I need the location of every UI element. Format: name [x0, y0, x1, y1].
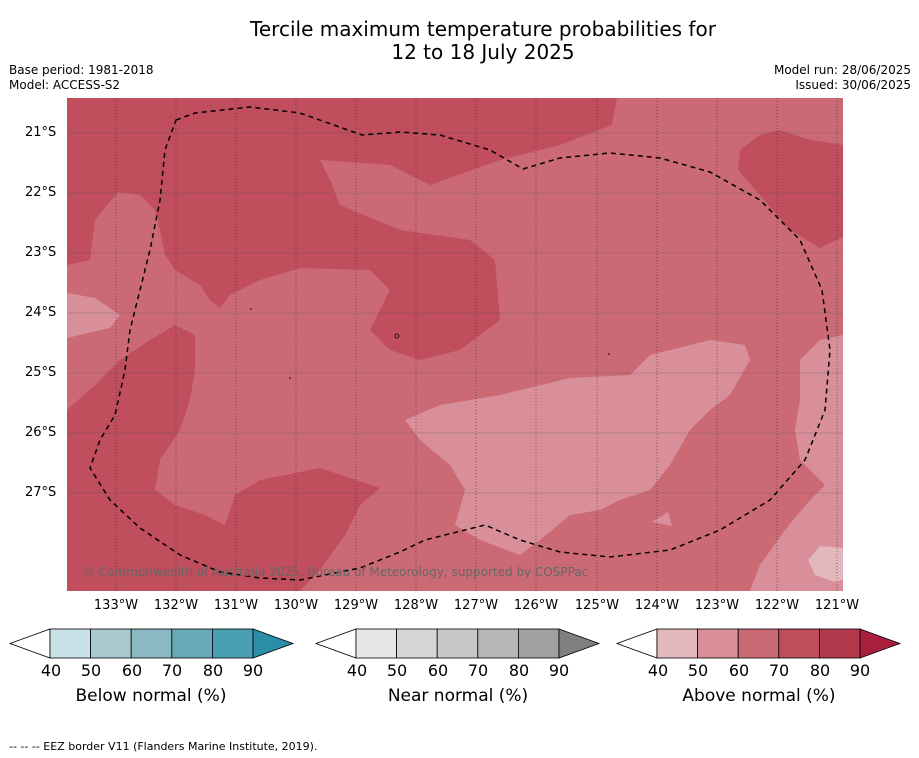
lat-gridlines	[67, 132, 843, 494]
lon-label: 124°W	[634, 598, 680, 613]
colorbar-segment	[697, 628, 739, 659]
colorbar-tick: 60	[427, 661, 449, 680]
region-above-70-southwest	[67, 325, 380, 591]
colorbar-above-normal	[615, 628, 902, 659]
region-above-50-southeast	[750, 335, 843, 591]
colorbar-tick: 90	[548, 661, 570, 680]
lon-label: 129°W	[333, 598, 379, 613]
colorbar-tick: 40	[40, 661, 62, 680]
colorbar-extend-high	[252, 628, 295, 659]
lon-label: 125°W	[574, 598, 620, 613]
lon-label: 123°W	[694, 598, 740, 613]
colorbar-tick: 90	[242, 661, 264, 680]
colorbar-label-near: Near normal (%)	[387, 686, 529, 706]
model-text: Model: ACCESS-S2	[9, 78, 121, 92]
colorbar-segment	[819, 628, 861, 659]
colorbar-segment	[778, 628, 820, 659]
colorbar-segment	[355, 628, 397, 659]
colorbar-segment	[49, 628, 91, 659]
lon-label: 121°W	[814, 598, 860, 613]
lat-label: 27°S	[25, 485, 57, 500]
lat-label: 24°S	[25, 305, 57, 320]
colorbar-segment	[436, 628, 479, 659]
colorbar-tick: 50	[687, 661, 709, 680]
island-marker	[608, 353, 610, 355]
meta-right: Model run: 28/06/2025 Issued: 30/06/2025	[774, 63, 911, 93]
lon-label: 126°W	[513, 598, 559, 613]
colorbar-extend-high	[558, 628, 601, 659]
title-line-1: Tercile maximum temperature probabilitie…	[250, 17, 716, 41]
island-marker	[289, 377, 291, 379]
lon-label: 131°W	[213, 598, 259, 613]
region-above-70-north	[67, 98, 617, 360]
meta-left: Base period: 1981-2018 Model: ACCESS-S2	[9, 63, 154, 93]
colorbar-tick: 40	[647, 661, 669, 680]
colorbar-tick: 70	[161, 661, 183, 680]
colorbar-extend-low	[314, 628, 357, 659]
colorbar-segment	[90, 628, 132, 659]
colorbar-segment	[211, 628, 254, 659]
colorbar-segment	[171, 628, 213, 659]
colorbar-extend-low	[615, 628, 658, 659]
colorbar-tick: 70	[467, 661, 489, 680]
colorbar-tick: 50	[386, 661, 408, 680]
colorbar-segment	[130, 628, 173, 659]
colorbar-tick: 40	[346, 661, 368, 680]
lon-label: 133°W	[93, 598, 139, 613]
colorbar-tick: 70	[768, 661, 790, 680]
colorbar-segment	[518, 628, 560, 659]
lon-label: 122°W	[754, 598, 800, 613]
colorbar-below-normal	[8, 628, 295, 659]
colorbar-segment	[737, 628, 780, 659]
model-run-text: Model run: 28/06/2025	[773, 63, 911, 77]
issued-text: Issued: 30/06/2025	[795, 78, 911, 92]
probability-map	[67, 98, 843, 591]
colorbar-tick: 60	[728, 661, 750, 680]
colorbar-label-above: Above normal (%)	[682, 686, 836, 706]
colorbar-segment	[396, 628, 438, 659]
lon-label: 127°W	[453, 598, 499, 613]
eez-border	[89, 106, 831, 581]
region-above-50-center	[405, 340, 750, 555]
lon-label: 128°W	[393, 598, 439, 613]
colorbar-tick: 80	[809, 661, 831, 680]
colorbar-extend-high	[859, 628, 902, 659]
eez-footnote: -- -- -- EEZ border V11 (Flanders Marine…	[9, 740, 318, 753]
lat-label: 23°S	[25, 245, 57, 260]
lon-label: 130°W	[273, 598, 319, 613]
lat-label: 21°S	[25, 125, 57, 140]
colorbar-tick: 50	[80, 661, 102, 680]
chart-title: Tercile maximum temperature probabilitie…	[0, 18, 919, 64]
copyright-text: © Commonwealth of Australia 2025, Bureau…	[83, 565, 589, 579]
lat-label: 26°S	[25, 425, 57, 440]
colorbar-tick: 80	[508, 661, 530, 680]
region-above-70-east	[738, 130, 843, 248]
region-above-40-southeast	[808, 546, 843, 582]
colorbar-segment	[656, 628, 698, 659]
title-line-2: 12 to 18 July 2025	[391, 40, 575, 64]
region-above-50-patch	[652, 512, 672, 526]
region-above-50-west	[67, 293, 120, 338]
base-period-text: Base period: 1981-2018	[9, 63, 154, 77]
colorbar-tick: 90	[849, 661, 871, 680]
island-marker	[250, 308, 252, 310]
lat-label: 25°S	[25, 365, 57, 380]
colorbar-tick: 60	[121, 661, 143, 680]
colorbar-tick: 80	[202, 661, 224, 680]
lat-label: 22°S	[25, 185, 57, 200]
island-marker	[394, 333, 400, 339]
lon-label: 132°W	[153, 598, 199, 613]
lon-gridlines	[115, 98, 838, 591]
colorbar-segment	[477, 628, 519, 659]
colorbar-near-normal	[314, 628, 601, 659]
colorbar-label-below: Below normal (%)	[75, 686, 227, 706]
colorbar-extend-low	[8, 628, 51, 659]
